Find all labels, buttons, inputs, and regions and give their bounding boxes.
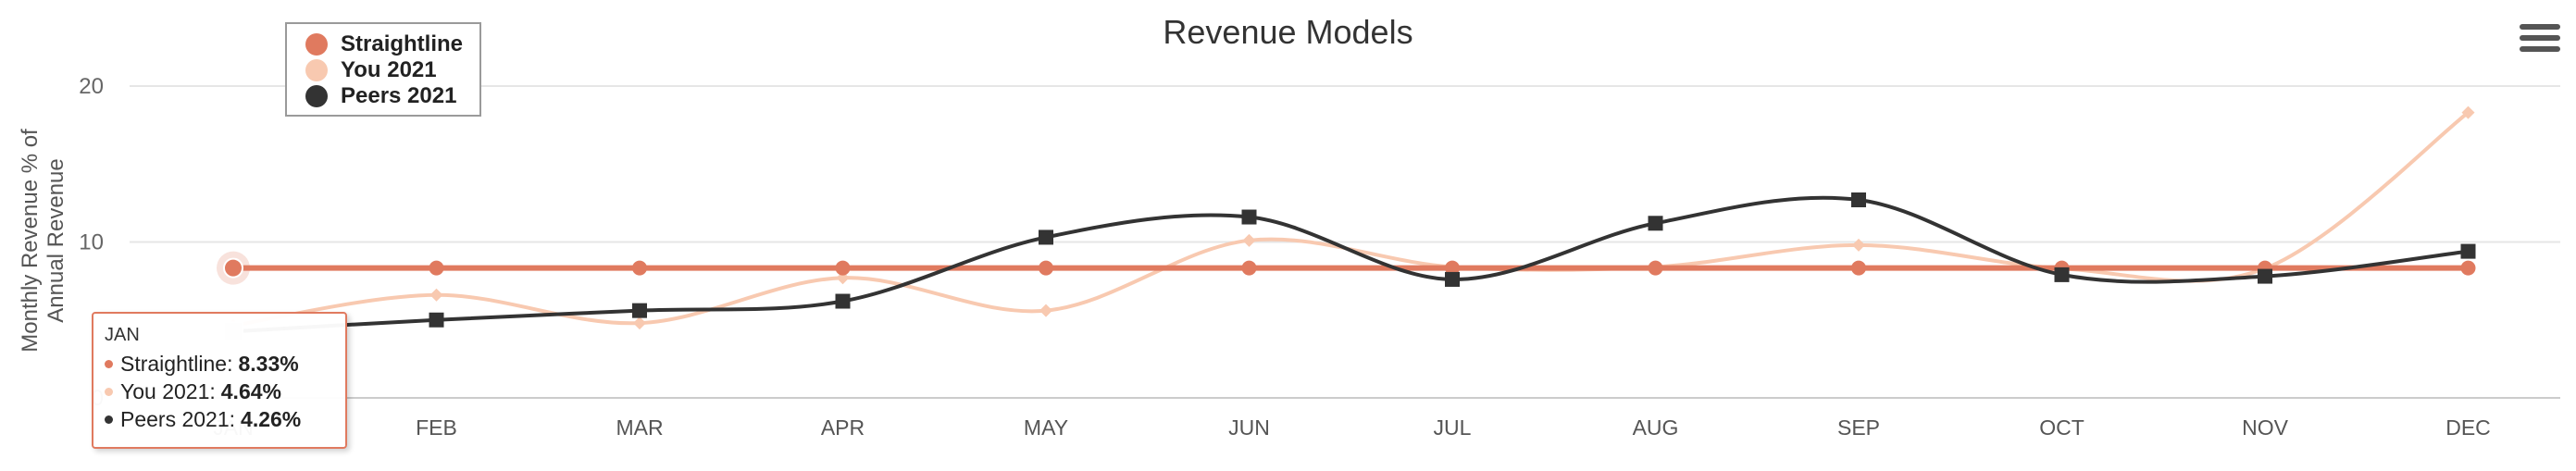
data-point [2461,105,2475,119]
tooltip-row: Peers 2021: 4.26% [105,405,345,433]
data-point [1445,271,1460,287]
data-point [1648,216,1663,231]
tooltip-row: Straightline: 8.33% [105,350,345,378]
x-tick-label: AUG [1633,415,1679,440]
data-point [1241,209,1257,225]
x-tick-label: NOV [2242,415,2289,440]
legend-item-you-2021[interactable]: You 2021 [305,57,479,83]
data-point [1445,260,1460,276]
tooltip-value: 8.33% [238,351,299,376]
y-axis-title-line: Monthly Revenue % of [18,129,43,353]
data-point [223,257,243,279]
tooltip-marker [105,415,113,424]
tooltip-value: 4.64% [220,378,281,403]
tooltip-marker [105,387,113,396]
data-point [1039,229,1053,245]
x-tick-label: APR [821,415,865,440]
x-tick-label: MAY [1024,415,1068,440]
x-tick-label: FEB [416,415,457,440]
data-point [632,303,647,318]
data-point [429,260,444,276]
data-point [632,260,647,276]
x-tick-label: SEP [1837,415,1880,440]
x-tick-label: DEC [2445,415,2491,440]
data-point [835,293,851,309]
legend-marker [305,59,328,81]
x-tick-label: OCT [2039,415,2084,440]
legend-label: Straightline [341,31,464,56]
data-point [1852,238,1865,252]
data-point [2460,243,2476,259]
legend-marker [305,33,328,56]
legend-item-straightline[interactable]: Straightline [305,31,479,57]
hamburger-menu-icon[interactable] [2520,24,2560,57]
data-point [633,316,646,330]
y-axis-title-line: Annual Revenue [44,158,68,322]
data-point [2258,268,2272,284]
x-tick-label: MAR [616,415,663,440]
data-point [1851,192,1866,208]
tooltip: JAN Straightline: 8.33% You 2021: 4.64% … [92,312,347,449]
data-point [1039,304,1052,317]
tooltip-series-name: Peers 2021 [120,406,230,431]
series-line-peers-2021 [232,195,2469,334]
y-tick-label: 10 [79,230,104,255]
tooltip-series-name: You 2021 [120,378,210,403]
data-point [2054,266,2070,282]
data-point [1241,260,1257,276]
data-point [1039,260,1053,276]
tooltip-row: You 2021: 4.64% [105,378,345,405]
data-point [1242,233,1256,247]
legend-marker [305,85,328,107]
y-axis-title: Monthly Revenue % ofAnnual Revenue [18,129,68,353]
data-point [835,260,851,276]
series-line-you-2021 [232,111,2470,328]
data-point [2460,260,2476,276]
data-point [1648,260,1663,276]
data-point [429,312,444,328]
tooltip-series-name: Straightline [120,351,228,376]
tooltip-marker [105,359,113,368]
tooltip-value: 4.26% [241,406,302,431]
legend-item-peers-2021[interactable]: Peers 2021 [305,83,479,109]
y-tick-label: 20 [79,74,104,99]
chart-title: Revenue Models [1163,13,1413,51]
x-tick-label: JUN [1228,415,1270,440]
tooltip-header: JAN [105,325,140,345]
legend-label: You 2021 [341,57,437,82]
data-point [1851,260,1866,276]
data-point [429,288,443,302]
x-tick-label: JUL [1434,415,1472,440]
legend: Straightline You 2021 Peers 2021 [285,22,481,117]
legend-label: Peers 2021 [341,83,457,108]
